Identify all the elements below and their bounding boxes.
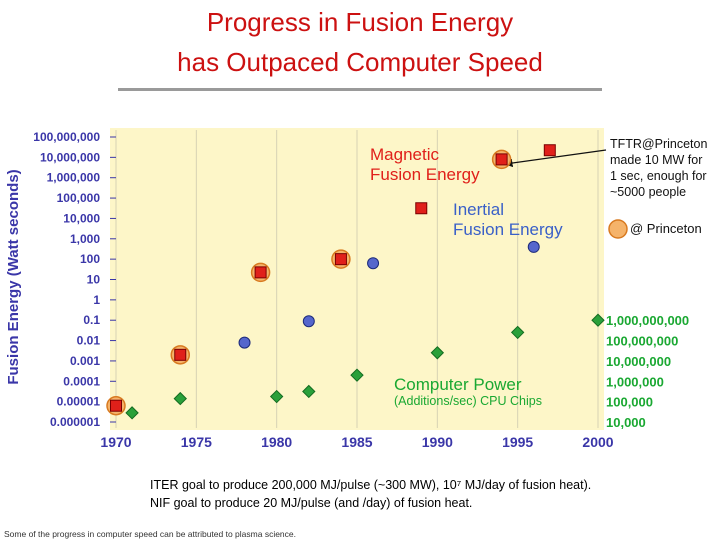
y-axis-label: Fusion Energy (Watt seconds)	[5, 169, 22, 384]
data-points	[106, 144, 605, 420]
mfe-point	[174, 348, 187, 361]
series-label: Computer Power(Additions/sec) CPU Chips	[394, 375, 542, 408]
right-tick-label: 10,000	[606, 415, 646, 430]
y-tick-label: 1	[93, 293, 100, 307]
ife-point	[527, 240, 540, 253]
ife-point	[367, 257, 380, 270]
y-tick-label: 10,000,000	[40, 150, 100, 164]
iter-goal-note: ITER goal to produce 200,000 MJ/pulse (~…	[150, 478, 592, 492]
x-tick-label: 1995	[502, 434, 533, 450]
x-tick-label: 2000	[582, 434, 613, 450]
x-tick-label: 1985	[341, 434, 372, 450]
series-label-line: (Additions/sec) CPU Chips	[394, 394, 542, 408]
series-label-line: Inertial	[453, 200, 504, 219]
series-label-line: Magnetic	[370, 145, 439, 164]
cpu-point	[269, 389, 284, 404]
princeton-legend-marker	[608, 219, 628, 239]
y-tick-label: 100,000	[57, 191, 101, 205]
y-tick-labels: 100,000,000 10,000,000 1,000,000 100,000 10,…	[33, 130, 100, 429]
x-tick-label: 1975	[181, 434, 212, 450]
y-tick-label: 0.000001	[50, 415, 100, 429]
x-tick-label: 1970	[100, 434, 131, 450]
ife-point	[238, 336, 251, 349]
y-tick-label: 0.1	[83, 313, 100, 327]
mfe-point	[543, 144, 556, 157]
y-tick-label: 0.00001	[57, 395, 101, 409]
series-label-line: Computer Power	[394, 375, 522, 394]
cpu-point	[350, 368, 364, 382]
mfe-point	[495, 153, 508, 166]
y-tick-label: 10,000	[63, 211, 100, 225]
right-tick-label: 100,000	[606, 395, 653, 410]
mfe-point	[415, 202, 428, 215]
y-tick-label: 0.0001	[63, 374, 100, 388]
right-tick-label: 100,000,000	[606, 334, 678, 349]
x-tick-label: 1990	[422, 434, 453, 450]
cpu-point	[125, 406, 139, 420]
cpu-point	[302, 384, 316, 399]
princeton-legend-label: @ Princeton	[630, 221, 702, 236]
cpu-point	[173, 391, 187, 406]
y-tick-label: 10	[87, 273, 101, 287]
ife-point	[302, 315, 315, 328]
nif-goal-note: NIF goal to produce 20 MJ/pulse (and /da…	[150, 496, 473, 510]
tftr-line: ~5000 people	[610, 185, 687, 199]
series-label-line: Fusion Energy	[370, 165, 480, 184]
mfe-point	[110, 399, 122, 412]
y-tick-label: 100	[80, 252, 100, 266]
cpu-point	[510, 325, 525, 340]
princeton-legend-ring	[608, 219, 628, 239]
slide-title-line1: Progress in Fusion Energy	[206, 7, 514, 37]
cpu-point	[430, 346, 445, 360]
tftr-line: TFTR@Princeton	[610, 137, 708, 151]
title-divider	[118, 88, 602, 91]
mfe-point	[334, 253, 347, 266]
x-tick-labels: 1970 1975 1980 1985 1990 1995 2000	[100, 434, 613, 450]
series-label-line: Fusion Energy	[453, 220, 563, 239]
tftr-line: 1 sec, enough for	[610, 169, 707, 183]
cpu-point	[591, 313, 605, 327]
right-tick-label: 1,000,000,000	[606, 313, 689, 328]
y-tick-label: 0.001	[70, 354, 100, 368]
tftr-line: made 10 MW for	[610, 153, 703, 167]
right-tick-label: 10,000,000	[606, 354, 671, 369]
footnote: Some of the progress in computer speed c…	[4, 529, 296, 539]
y-tick-label: 1,000,000	[47, 171, 101, 185]
y-tick-label: 0.01	[77, 334, 101, 348]
fusion-progress-chart: 100,000,000 10,000,000 1,000,000 100,000 10,…	[0, 120, 720, 460]
y-tick-label: 1,000	[70, 232, 100, 246]
x-tick-label: 1980	[261, 434, 292, 450]
right-tick-label: 1,000,000	[606, 374, 664, 389]
slide-title-line2: has Outpaced Computer Speed	[177, 47, 543, 77]
mfe-point	[254, 266, 267, 279]
tftr-annotation: TFTR@Princeton made 10 MW for 1 sec, eno…	[610, 136, 720, 200]
right-tick-labels: 1,000,000,000 100,000,000 10,000,000 1,000,…	[606, 313, 689, 430]
y-tick-label: 100,000,000	[33, 130, 100, 144]
tftr-arrow	[504, 149, 607, 168]
